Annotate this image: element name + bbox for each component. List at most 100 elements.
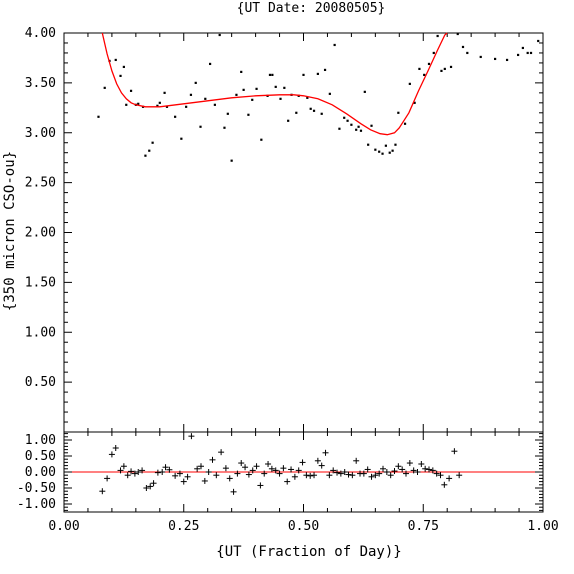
residual-point <box>391 468 398 475</box>
data-point <box>242 88 245 91</box>
residual-point <box>349 472 356 479</box>
data-point <box>174 115 177 118</box>
residual-point <box>159 469 166 475</box>
data-point <box>516 53 520 57</box>
data-point <box>403 122 407 125</box>
data-point <box>374 148 377 151</box>
x-tick-label: 0.75 <box>408 519 439 534</box>
data-point <box>260 138 263 141</box>
measurement-points <box>97 32 540 162</box>
data-point <box>388 151 391 154</box>
fit-curve <box>101 32 448 136</box>
residual-point <box>456 472 463 479</box>
residual-point <box>242 464 249 471</box>
data-point <box>208 62 212 66</box>
residual-point <box>345 471 352 478</box>
data-point <box>355 128 358 131</box>
data-point <box>125 103 128 106</box>
data-point <box>283 86 286 89</box>
residual-point <box>376 470 383 477</box>
residual-y-tick-labels: -1.00-0.500.000.501.00 <box>17 433 56 512</box>
residual-point <box>425 466 432 473</box>
y-tick-label: 3.50 <box>25 76 56 91</box>
data-point <box>144 154 147 157</box>
residual-points <box>99 433 463 495</box>
residual-point <box>360 470 367 477</box>
y-tick-label: 1.50 <box>25 275 56 290</box>
residual-point <box>197 463 204 470</box>
data-point <box>346 119 349 122</box>
data-point <box>338 127 341 130</box>
x-axis-title: {UT (Fraction of Day)} <box>216 544 401 560</box>
data-point <box>537 39 540 43</box>
residual-point <box>230 488 237 495</box>
residual-point <box>194 465 201 472</box>
data-point <box>255 87 258 90</box>
main-plot-frame <box>63 32 544 433</box>
residual-point <box>201 477 208 484</box>
data-point <box>363 90 366 93</box>
data-point <box>333 43 336 47</box>
data-point <box>381 152 384 155</box>
data-point <box>461 45 465 49</box>
data-point <box>378 150 381 153</box>
data-point <box>287 119 290 122</box>
data-point <box>151 141 154 144</box>
residual-point <box>330 467 337 474</box>
residual-point <box>318 462 325 469</box>
data-point <box>370 124 373 127</box>
residual-point <box>205 469 212 475</box>
residual-point <box>303 472 310 479</box>
x-tick-label: 0.00 <box>48 519 79 534</box>
residual-point <box>284 478 291 485</box>
data-point <box>180 137 183 140</box>
data-point <box>156 104 159 107</box>
data-point <box>343 116 346 119</box>
residual-point <box>180 478 187 485</box>
residual-point <box>446 475 453 482</box>
data-point <box>163 91 166 94</box>
residual-point <box>295 467 302 474</box>
residual-point <box>299 459 306 466</box>
data-point <box>199 125 202 128</box>
data-point <box>268 73 272 76</box>
data-point <box>295 111 298 114</box>
residual-point <box>383 469 390 475</box>
residual-point <box>139 467 146 474</box>
residual-point <box>209 456 216 463</box>
residual-point <box>387 472 394 479</box>
residual-point <box>120 463 127 470</box>
residual-point <box>353 457 360 464</box>
residual-point <box>176 470 183 477</box>
data-point <box>479 55 482 59</box>
residual-point <box>162 464 169 471</box>
residual-point <box>268 465 275 472</box>
residual-point <box>104 475 111 482</box>
data-point <box>189 93 193 96</box>
data-point <box>427 62 431 66</box>
data-point <box>526 51 529 55</box>
data-point <box>279 97 282 100</box>
residual-point <box>441 481 448 488</box>
residual-point <box>143 485 150 491</box>
data-point <box>408 82 411 85</box>
data-point <box>247 113 250 116</box>
residual-plot-ticks <box>63 432 544 512</box>
residual-point <box>128 468 135 475</box>
data-point <box>466 51 469 55</box>
data-point <box>223 126 226 129</box>
residual-point <box>437 472 444 479</box>
y-tick-label: 0.50 <box>25 375 56 390</box>
residual-point <box>238 460 245 467</box>
residual-point <box>147 483 154 490</box>
data-point <box>251 98 254 101</box>
residual-point <box>276 470 283 477</box>
residual-point <box>261 470 268 477</box>
x-tick-label: 1.00 <box>527 519 558 534</box>
data-point <box>235 93 238 96</box>
residual-point <box>135 469 142 475</box>
data-point <box>456 32 459 36</box>
residual-point <box>451 448 458 455</box>
residual-point <box>184 473 191 480</box>
data-point <box>357 125 360 128</box>
